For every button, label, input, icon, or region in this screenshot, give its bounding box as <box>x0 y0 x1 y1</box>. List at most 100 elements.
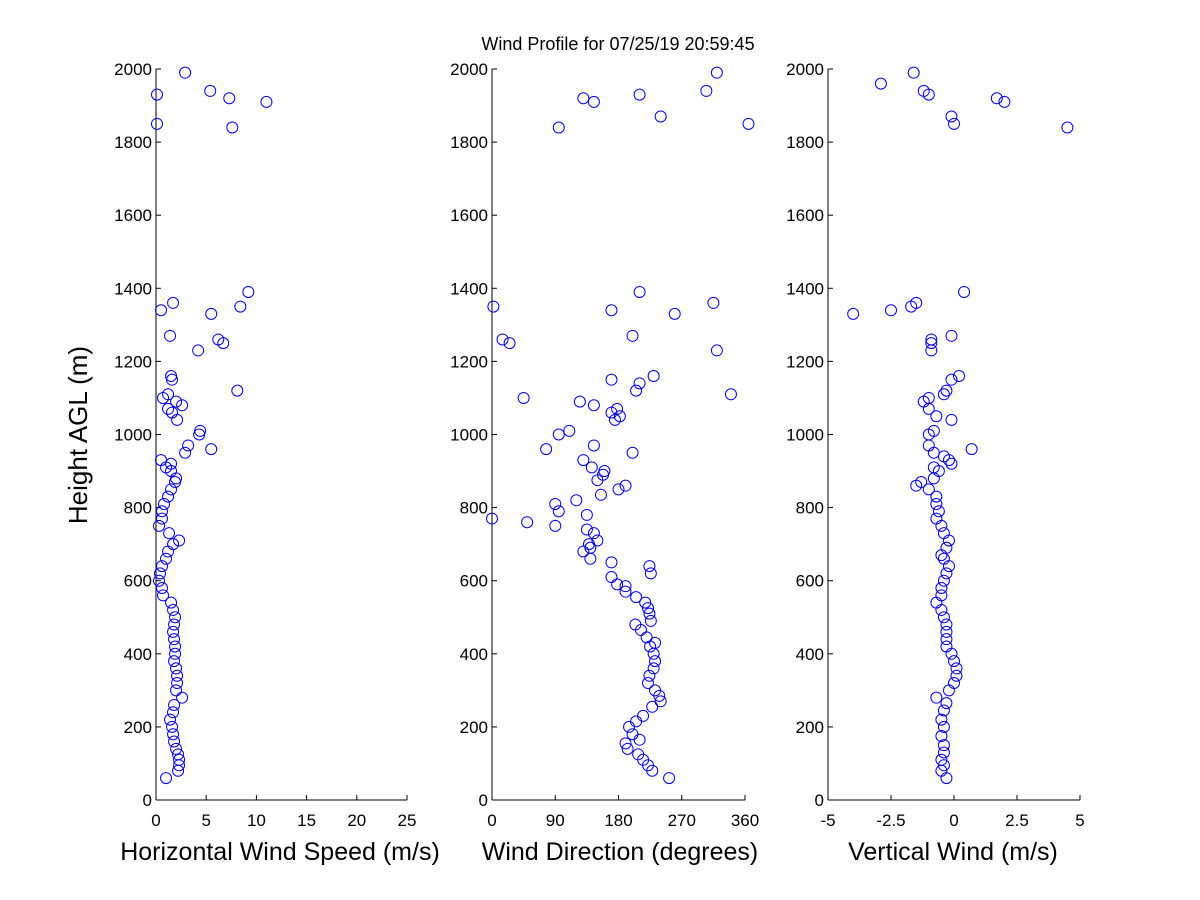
data-point <box>940 640 953 653</box>
data-point <box>165 483 178 496</box>
data-point <box>619 580 632 593</box>
data-point <box>940 541 953 554</box>
data-point <box>935 603 948 616</box>
data-point <box>165 370 178 383</box>
data-points <box>151 66 273 785</box>
data-point <box>169 640 182 653</box>
data-point <box>619 479 632 492</box>
data-point <box>503 337 516 350</box>
data-point <box>945 647 958 660</box>
y-tick-label: 1000 <box>786 426 824 445</box>
data-point <box>155 454 168 467</box>
figure-title: Wind Profile for 07/25/19 20:59:45 <box>481 34 754 54</box>
data-point <box>168 633 181 646</box>
y-tick-label: 0 <box>143 791 152 810</box>
data-point <box>626 446 639 459</box>
data-point <box>162 388 175 401</box>
data-point <box>922 428 935 441</box>
data-point <box>162 490 175 503</box>
data-point <box>668 307 681 320</box>
data-point <box>626 728 639 741</box>
data-point <box>158 497 171 510</box>
data-point <box>937 746 950 759</box>
data-point <box>619 737 632 750</box>
data-point <box>192 344 205 357</box>
data-point <box>552 428 565 441</box>
data-point <box>935 753 948 766</box>
data-point <box>167 603 180 616</box>
data-point <box>611 578 624 591</box>
data-point <box>930 497 943 510</box>
y-axis-label: Height AGL (m) <box>63 346 93 524</box>
data-point <box>154 567 167 580</box>
data-point <box>598 465 611 478</box>
data-point <box>885 304 897 317</box>
data-point <box>940 633 953 646</box>
data-point <box>922 483 935 496</box>
horizontal-wind-speed-panel: 0 200 400 600 800 1000 1200 1400 1600 1800 2000 0 5 1… <box>114 60 440 866</box>
data-point <box>549 519 562 532</box>
data-point <box>260 95 273 108</box>
x-tick-label: 5 <box>1075 811 1084 830</box>
data-point <box>167 706 180 719</box>
data-point <box>930 490 943 503</box>
data-point <box>160 552 173 565</box>
data-point <box>153 574 166 587</box>
data-point <box>156 582 169 595</box>
data-point <box>663 772 676 785</box>
x-tick-label: 180 <box>604 811 632 830</box>
y-tick-label: 600 <box>124 572 152 591</box>
data-point <box>563 424 576 437</box>
y-tick-label: 2000 <box>786 60 824 79</box>
y-tick-label: 1800 <box>114 133 152 152</box>
y-tick-label: 2000 <box>114 60 152 79</box>
data-point <box>179 66 192 79</box>
data-point <box>654 695 667 708</box>
data-point <box>937 552 950 565</box>
data-point <box>153 519 166 532</box>
data-points <box>486 66 755 785</box>
y-tick-label: 1400 <box>450 279 488 298</box>
x-tick-label: 0 <box>949 811 958 830</box>
data-point <box>168 735 181 748</box>
data-point <box>940 697 953 710</box>
y-tick-label: 400 <box>796 645 824 664</box>
data-point <box>942 684 955 697</box>
data-point <box>927 461 940 474</box>
wind-direction-panel: 0 200 400 600 800 1000 1200 1400 1600 1800 2000 0 90… <box>450 60 759 866</box>
x-tick-label: 5 <box>201 811 210 830</box>
data-point <box>945 373 958 386</box>
data-point <box>630 384 643 397</box>
x-tick-label: 10 <box>247 811 266 830</box>
data-point <box>573 395 586 408</box>
data-point <box>582 538 595 551</box>
data-point <box>170 684 183 697</box>
data-point <box>626 329 639 342</box>
data-point <box>155 304 168 317</box>
y-tick-label: 1800 <box>450 133 488 152</box>
data-point <box>577 545 590 558</box>
data-point <box>710 66 723 79</box>
x-tick-label: 90 <box>546 811 565 830</box>
x-tick-label: 360 <box>731 811 759 830</box>
data-point <box>910 296 923 309</box>
data-point <box>167 728 180 741</box>
data-point <box>612 483 625 496</box>
data-point <box>157 589 170 602</box>
data-point <box>173 534 186 547</box>
tick-group: 0 200 400 600 800 1000 1200 1400 1600 1800 2000 0 90… <box>450 60 759 830</box>
y-tick-label: 1200 <box>786 352 824 371</box>
data-point <box>644 567 657 580</box>
data-point <box>170 472 183 485</box>
data-point <box>942 560 955 573</box>
vertical-wind-panel: 0 200 400 600 800 1000 1200 1400 1600 1800 2000 -5 -… <box>786 60 1085 866</box>
data-point <box>642 602 655 615</box>
data-point <box>162 402 175 415</box>
data-point <box>930 596 943 609</box>
data-point <box>587 399 600 412</box>
data-point <box>922 402 935 415</box>
y-tick-label: 1600 <box>114 206 152 225</box>
data-point <box>637 709 650 722</box>
data-point <box>234 300 247 313</box>
data-point <box>205 443 218 456</box>
